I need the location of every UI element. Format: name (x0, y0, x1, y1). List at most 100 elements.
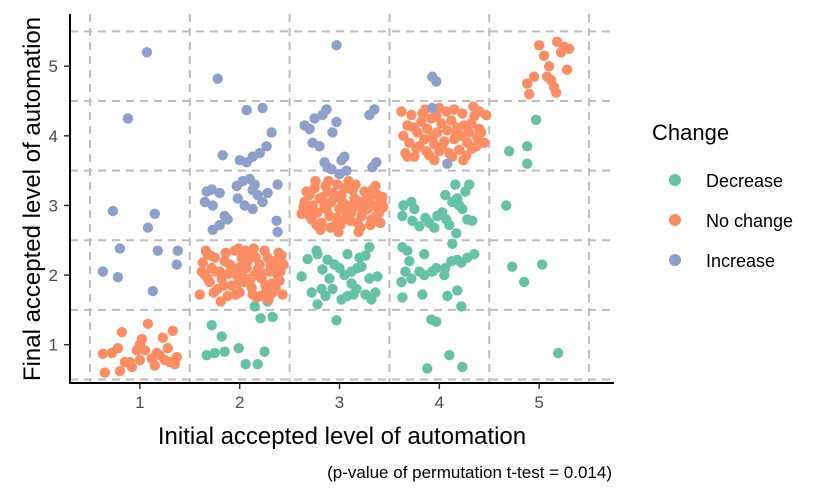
x-tick-label: 4 (435, 393, 444, 412)
legend-label-no-change: No change (706, 211, 793, 231)
point-no-change (375, 217, 386, 229)
point-no-change (298, 201, 309, 213)
point-decrease (444, 219, 455, 231)
point-decrease (356, 261, 367, 272)
point-no-change (142, 318, 154, 329)
y-tick-label: 4 (49, 127, 58, 146)
point-increase (222, 214, 233, 225)
point-no-change (210, 266, 221, 277)
y-tick-label: 1 (49, 336, 58, 355)
point-decrease (404, 256, 415, 267)
point-no-change (442, 125, 453, 136)
point-no-change (343, 175, 354, 187)
legend-title: Change (652, 120, 729, 145)
point-decrease (414, 221, 425, 232)
point-no-change (429, 155, 440, 166)
point-decrease (249, 301, 260, 312)
point-no-change (307, 200, 318, 211)
point-decrease (398, 200, 409, 211)
point-no-change (247, 289, 258, 300)
point-increase (304, 123, 315, 135)
point-decrease (219, 346, 230, 357)
point-decrease (507, 261, 518, 272)
point-decrease (402, 245, 413, 256)
point-no-change (149, 360, 160, 371)
point-decrease (397, 292, 408, 303)
point-no-change (134, 354, 146, 366)
point-increase (172, 245, 183, 256)
point-decrease (450, 179, 461, 190)
point-decrease (419, 249, 430, 260)
point-no-change (466, 118, 477, 129)
point-decrease (324, 273, 335, 284)
point-no-change (197, 257, 208, 268)
point-decrease (372, 271, 383, 282)
point-increase (262, 187, 273, 199)
point-no-change (451, 129, 462, 140)
point-decrease (216, 331, 227, 342)
point-increase (142, 222, 154, 233)
point-no-change (365, 219, 376, 231)
point-no-change (471, 141, 482, 152)
point-decrease (419, 269, 430, 281)
point-no-change (408, 122, 419, 133)
point-no-change (304, 210, 315, 222)
point-increase (314, 141, 325, 152)
point-decrease (360, 250, 371, 261)
point-no-change (112, 343, 124, 354)
point-increase (254, 148, 265, 159)
point-decrease (519, 276, 530, 288)
point-increase (369, 104, 380, 115)
point-no-change (404, 137, 415, 148)
point-decrease (552, 347, 564, 359)
point-no-change (301, 186, 312, 197)
point-increase (257, 196, 268, 208)
point-increase (149, 208, 160, 219)
point-increase (339, 151, 350, 162)
point-increase (206, 184, 217, 195)
point-decrease (406, 273, 417, 284)
point-increase (271, 215, 282, 226)
point-decrease (312, 299, 323, 310)
point-decrease (327, 283, 338, 295)
x-tick-label: 1 (135, 393, 144, 412)
point-no-change (257, 268, 268, 279)
point-increase (427, 102, 438, 114)
point-increase (239, 200, 250, 211)
point-no-change (422, 123, 433, 135)
point-no-change (454, 144, 465, 155)
point-no-change (208, 287, 219, 298)
point-increase (431, 76, 442, 87)
point-no-change (194, 289, 205, 300)
point-decrease (267, 311, 278, 323)
point-no-change (218, 280, 229, 291)
x-axis-title: Initial accepted level of automation (158, 423, 526, 450)
point-no-change (157, 332, 168, 343)
point-decrease (320, 290, 331, 302)
point-no-change (528, 71, 540, 82)
point-decrease (530, 114, 542, 126)
point-no-change (323, 175, 334, 187)
point-decrease (209, 347, 220, 359)
point-increase (199, 196, 210, 208)
point-increase (247, 203, 258, 215)
point-no-change (402, 151, 413, 162)
point-decrease (440, 189, 451, 201)
point-decrease (306, 287, 317, 298)
point-increase (214, 187, 225, 199)
point-decrease (342, 249, 353, 260)
legend-label-decrease: Decrease (706, 171, 783, 191)
point-no-change (222, 290, 233, 302)
point-increase (147, 285, 158, 297)
point-increase (107, 205, 119, 217)
point-decrease (417, 289, 428, 300)
point-no-change (114, 366, 126, 377)
point-no-change (449, 104, 460, 115)
point-decrease (259, 346, 270, 357)
point-decrease (233, 343, 244, 354)
point-no-change (230, 289, 241, 300)
data-points (97, 36, 575, 378)
point-decrease (504, 146, 515, 157)
point-decrease (206, 320, 217, 331)
